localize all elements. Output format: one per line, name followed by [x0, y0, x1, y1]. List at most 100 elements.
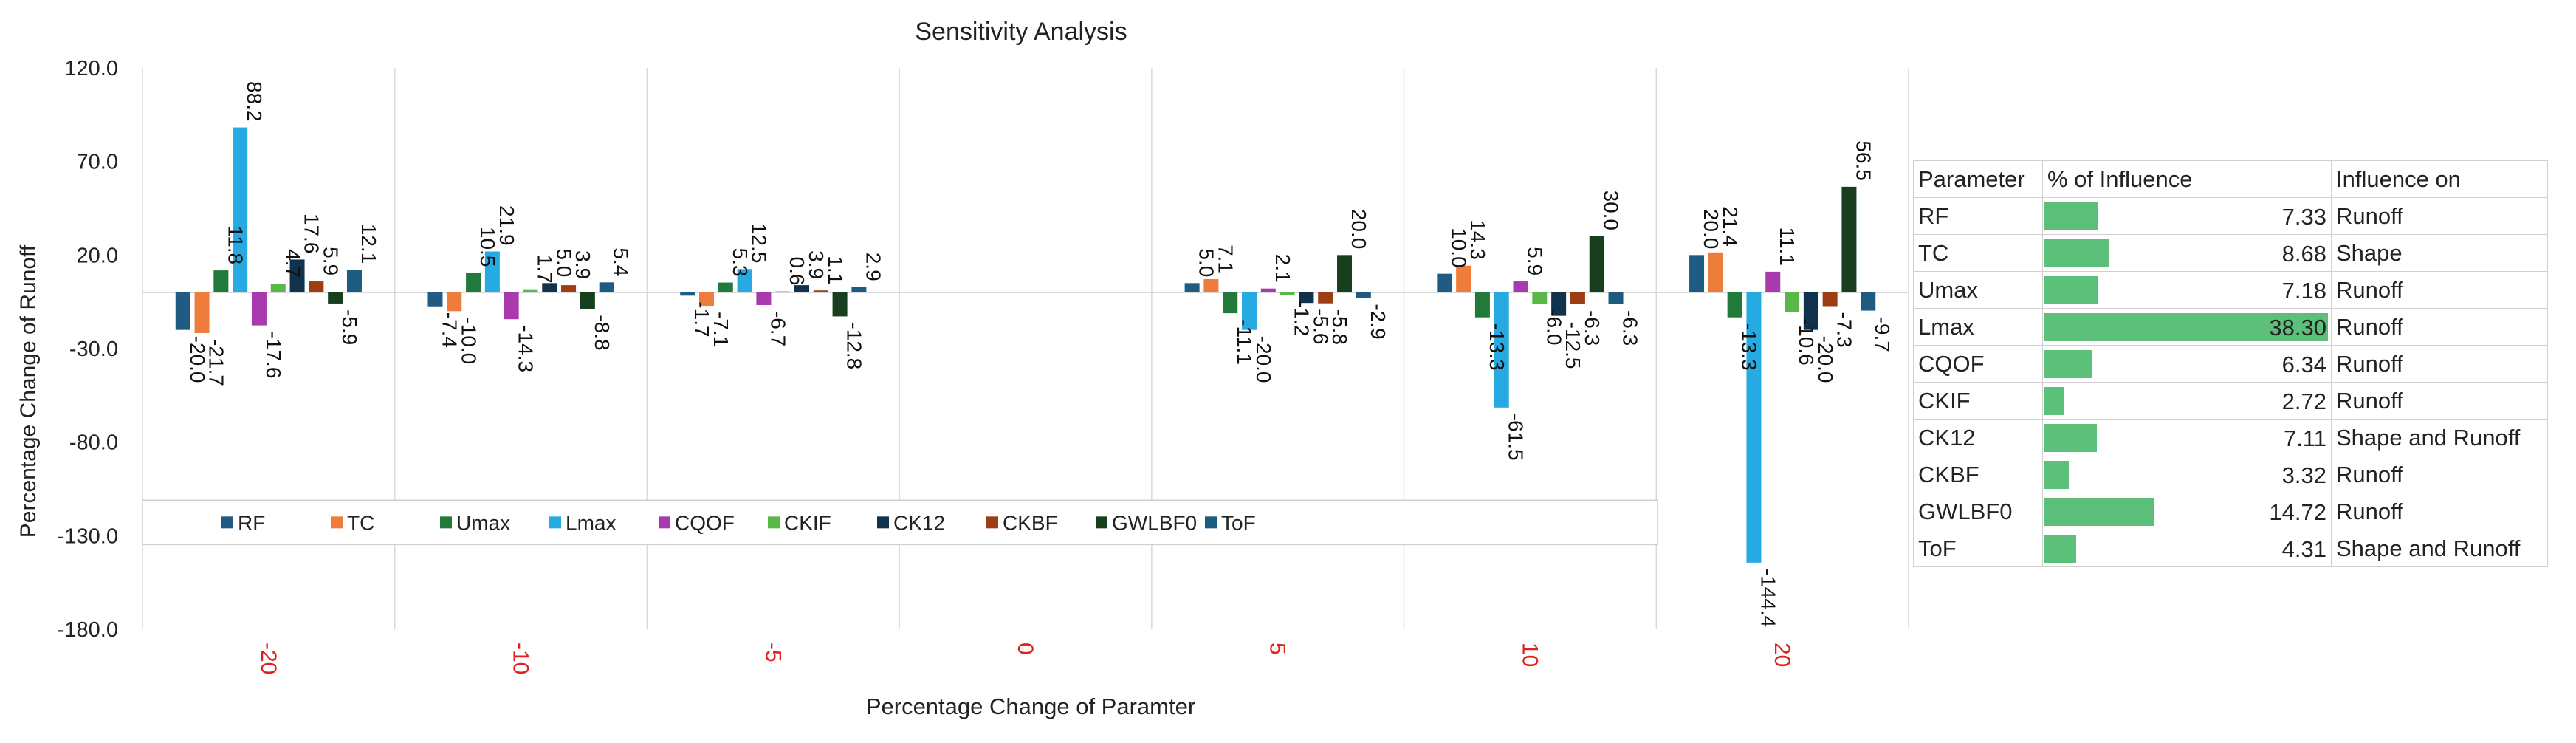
- legend-label: GWLBF0: [1112, 511, 1197, 534]
- data-label: 12.5: [748, 223, 771, 264]
- bar: [580, 292, 595, 309]
- data-label: -20.0: [186, 336, 209, 383]
- y-tick-label: -80.0: [69, 431, 118, 455]
- table-row: TC 8.68 Shape: [1913, 234, 2548, 272]
- percent-bar: [2044, 202, 2099, 230]
- table-row: CK12 7.11 Shape and Runoff: [1913, 419, 2548, 456]
- data-label: -10.0: [457, 317, 480, 364]
- parameter-cell: CQOF: [1913, 345, 2043, 383]
- bar: [1689, 255, 1705, 292]
- percent-cell: 7.33: [2042, 197, 2332, 235]
- influence-on-cell: Shape: [2331, 234, 2548, 272]
- legend-label: CKBF: [1003, 511, 1058, 534]
- percent-value: 14.72: [2269, 499, 2326, 525]
- bar: [1203, 279, 1219, 292]
- bar: [561, 285, 577, 292]
- percent-value: 2.72: [2281, 388, 2326, 414]
- bar: [1822, 292, 1838, 307]
- x-tick-label: 5: [1265, 643, 1290, 655]
- data-label: 30.0: [1600, 191, 1623, 231]
- bar: [851, 287, 867, 292]
- percent-value: 38.30: [2269, 314, 2326, 340]
- table-row: Umax 7.18 Runoff: [1913, 271, 2548, 309]
- data-label: -13.3: [1486, 323, 1508, 371]
- data-label: -5.8: [1328, 309, 1351, 345]
- data-label: 10.5: [476, 227, 499, 267]
- chart-legend: RF TC Umax Lmax CQOF CKIF CK12 CKBF GWLBF0 ToF: [142, 499, 1658, 546]
- bar: [813, 290, 828, 292]
- x-tick-label: -10: [509, 643, 533, 674]
- data-label: -7.4: [438, 312, 461, 348]
- parameter-cell: CKIF: [1913, 382, 2043, 420]
- bar: [270, 284, 286, 292]
- percent-cell: 38.30: [2042, 308, 2332, 346]
- bar: [328, 292, 343, 304]
- percent-bar: [2044, 349, 2092, 378]
- legend-label: CK12: [893, 511, 945, 534]
- data-label: -61.5: [1505, 414, 1528, 461]
- percent-cell: 2.72: [2042, 382, 2332, 420]
- influence-on-cell: Runoff: [2331, 456, 2548, 493]
- bar: [718, 282, 733, 292]
- percent-cell: 4.31: [2042, 530, 2332, 567]
- x-tick-label: 10: [1517, 643, 1542, 667]
- data-label: -17.6: [262, 332, 285, 379]
- legend-swatch: [986, 516, 998, 529]
- bar: [1589, 236, 1604, 292]
- bar: [756, 292, 772, 305]
- data-label: 14.3: [1466, 219, 1489, 260]
- legend-swatch: [768, 516, 780, 529]
- table-header-row: Parameter % of Influence Influence on: [1913, 160, 2548, 198]
- data-label: 5.0: [1195, 248, 1218, 277]
- bar: [1437, 273, 1452, 292]
- bar: [1318, 292, 1333, 304]
- table-row: RF 7.33 Runoff: [1913, 197, 2548, 235]
- data-label: 11.8: [224, 226, 247, 264]
- y-tick-label: -130.0: [58, 524, 118, 548]
- bar: [504, 292, 519, 320]
- data-label: 56.5: [1852, 140, 1875, 181]
- percent-bar: [2044, 423, 2098, 452]
- bar: [1746, 292, 1762, 563]
- data-label: -5.6: [1309, 309, 1332, 344]
- data-label: 2.1: [1271, 254, 1294, 283]
- data-label: -20.0: [1814, 336, 1837, 383]
- legend-label: CQOF: [675, 511, 735, 534]
- bar: [1337, 255, 1353, 292]
- percent-cell: 8.68: [2042, 234, 2332, 272]
- bar: [1785, 292, 1800, 312]
- header-percent: % of Influence: [2042, 160, 2332, 198]
- data-label: 12.1: [357, 224, 380, 264]
- percent-bar: [2044, 497, 2154, 526]
- bar: [466, 273, 481, 292]
- data-label: 5.9: [319, 247, 342, 275]
- data-label: -20.0: [1252, 336, 1275, 383]
- bar: [737, 269, 752, 292]
- data-label: 17.6: [300, 213, 323, 254]
- bar: [1184, 283, 1200, 292]
- parameter-cell: Lmax: [1913, 308, 2043, 346]
- percent-bar: [2044, 386, 2065, 415]
- y-tick-label: 120.0: [64, 57, 118, 81]
- percent-bar: [2044, 312, 2328, 341]
- percent-cell: 7.11: [2042, 419, 2332, 456]
- percent-value: 7.33: [2281, 203, 2326, 230]
- data-label: -2.9: [1367, 304, 1390, 339]
- bar: [1727, 292, 1742, 318]
- percent-cell: 7.18: [2042, 271, 2332, 309]
- influence-on-cell: Runoff: [2331, 382, 2548, 420]
- bar: [1570, 292, 1585, 304]
- influence-on-cell: Runoff: [2331, 493, 2548, 530]
- bar: [1456, 265, 1471, 292]
- x-tick-label: -20: [256, 643, 281, 674]
- x-axis-ticks: -20 -10 -5 0 5 10 20: [256, 643, 1794, 674]
- parameter-cell: Umax: [1913, 271, 2043, 309]
- legend-swatch: [1205, 516, 1217, 529]
- bar: [794, 285, 809, 292]
- bar: [1494, 292, 1509, 408]
- percent-bar: [2044, 275, 2098, 304]
- bar: [1513, 281, 1528, 292]
- data-label: -5.9: [338, 309, 361, 345]
- influence-on-cell: Runoff: [2331, 271, 2548, 309]
- bar: [1765, 271, 1781, 292]
